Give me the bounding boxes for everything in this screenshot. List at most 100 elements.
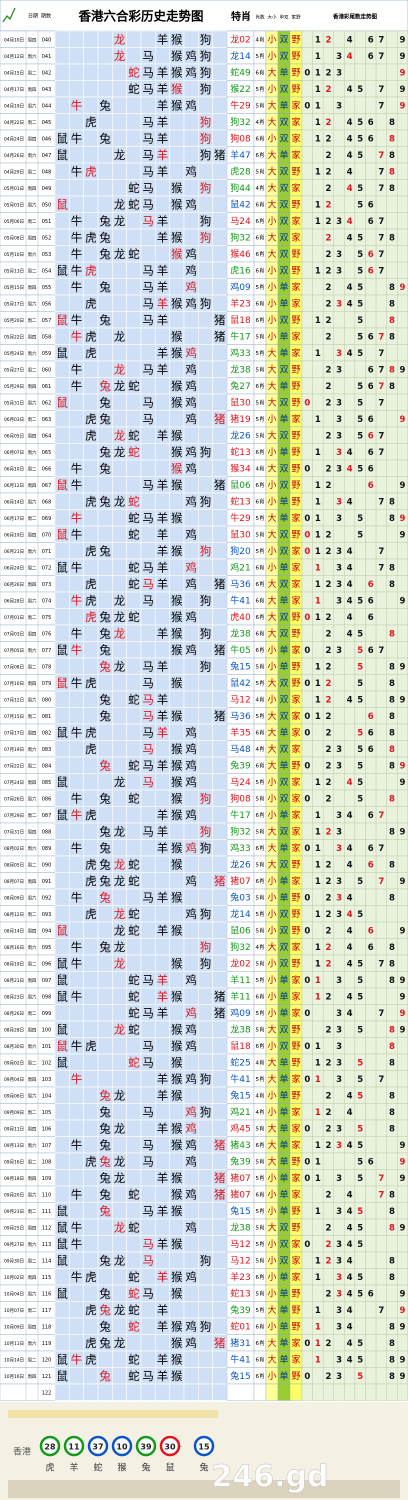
zodiac: 羊	[157, 1270, 169, 1284]
zodiac: 虎	[85, 1154, 97, 1168]
size: 大	[267, 1221, 276, 1233]
tail-digit: 0	[304, 679, 310, 689]
tail-cell	[301, 1086, 313, 1104]
zodiac-cell	[54, 426, 70, 444]
tail-cell	[375, 195, 387, 213]
tail-digit: 4	[347, 563, 353, 573]
zodiac-cell	[183, 1235, 199, 1253]
zodiac-cell	[97, 674, 113, 692]
zodiac: 兔	[99, 445, 111, 459]
draw-date: 09月06日	[4, 1093, 24, 1099]
zodiac-cell	[169, 212, 185, 230]
tail-digit: 2	[325, 481, 331, 491]
draw-weekday: 周六	[28, 1290, 37, 1297]
zodiac-cell	[112, 971, 127, 989]
draw-weekday: 周四	[28, 285, 37, 291]
size: 小	[267, 925, 276, 936]
tail-cell	[386, 905, 398, 923]
zodiac: 鼠	[56, 725, 68, 739]
tail-cell	[397, 1086, 408, 1104]
zodiac-cell	[198, 641, 213, 659]
zodiac-cell	[83, 954, 99, 972]
zodiac-cell	[83, 1053, 99, 1071]
draw-number: 103	[42, 1077, 52, 1083]
size: 小	[267, 793, 276, 804]
draw-weekday: 周四	[28, 730, 37, 736]
size: 小	[267, 975, 276, 986]
zodiac: 马	[142, 890, 154, 904]
zodiac-cell	[54, 228, 70, 246]
zodiac: 兔	[99, 1138, 111, 1152]
tail-digit: 0	[304, 1009, 310, 1019]
zodiac: 马	[142, 659, 154, 673]
zodiac-cell	[183, 30, 199, 48]
tail-digit: 5	[357, 761, 363, 771]
zodiac-cell	[97, 1070, 113, 1088]
tail-cell	[322, 1383, 334, 1401]
zodiac: 蛇	[128, 923, 140, 937]
tail-cell	[365, 344, 377, 362]
tail-cell	[301, 1053, 313, 1071]
zodiac-cell	[112, 1367, 127, 1385]
zodiac-cell	[183, 591, 199, 609]
zodiac: 猪	[214, 1171, 226, 1185]
zodiac-cell	[169, 129, 185, 147]
zodiac: 羊	[157, 890, 169, 904]
size: 大	[267, 627, 276, 639]
tail-digit: 7	[378, 547, 384, 557]
draw-weekday: 周四	[28, 334, 37, 340]
zodiac-cell	[97, 344, 113, 362]
tail-cell	[397, 1103, 408, 1121]
draw-number: 047	[42, 153, 52, 159]
parity: 双	[279, 744, 288, 755]
zodiac: 兔	[99, 247, 111, 261]
zodiac-cell	[198, 509, 213, 527]
draw-weekday: 周二	[28, 268, 37, 274]
zodiac-cell	[69, 1020, 84, 1038]
zodiac: 虎	[85, 428, 97, 442]
tail-cell	[333, 525, 345, 543]
tail-cell	[365, 822, 377, 840]
tail-digit: 2	[325, 1108, 331, 1118]
zodiac-cell	[198, 773, 213, 791]
zodiac-cell	[126, 1086, 142, 1104]
zodiac: 猴	[171, 758, 183, 772]
zodiac: 蛇	[128, 874, 140, 888]
parity: 单	[279, 1304, 288, 1316]
tail-cell	[397, 1251, 408, 1269]
zodiac-cell	[212, 657, 228, 675]
size: 大	[267, 512, 276, 524]
tail-cell	[333, 954, 345, 972]
zodiac-cell	[212, 30, 228, 48]
tail-cell	[301, 1317, 313, 1335]
zodiac: 羊	[157, 1319, 169, 1333]
zodiac-cell	[97, 1004, 113, 1022]
tail-cell	[333, 938, 345, 956]
tail-digit: 3	[336, 893, 342, 903]
tail-cell	[301, 690, 313, 708]
zodiac: 猴	[171, 181, 183, 195]
zodiac: 虎	[85, 115, 97, 129]
zodiac-cell	[155, 47, 170, 65]
zodiac-cell	[212, 971, 228, 989]
tail-cell	[301, 146, 313, 164]
parity: 单	[279, 1370, 288, 1382]
draw-date: 04月15日	[4, 70, 24, 76]
zodiac: 马	[142, 49, 154, 63]
tail-cell	[375, 525, 387, 543]
draw-number: 071	[42, 549, 52, 555]
parity: 单	[279, 413, 288, 425]
zodiac: 猴	[171, 1352, 183, 1366]
zodiac-cell	[140, 327, 156, 345]
tail-digit: 3	[336, 431, 342, 441]
special: 羊11	[230, 990, 250, 1002]
parity: 双	[279, 249, 288, 260]
tail-digit: 4	[347, 464, 353, 474]
tail-digit: 6	[368, 332, 374, 342]
zodiac: 兔	[99, 1319, 111, 1333]
zodiac: 虎	[85, 1303, 97, 1317]
tail-cell	[312, 1086, 324, 1104]
zodiac-cell	[69, 575, 84, 593]
tail-cell	[375, 657, 387, 675]
tail-digit: 2	[325, 35, 331, 45]
